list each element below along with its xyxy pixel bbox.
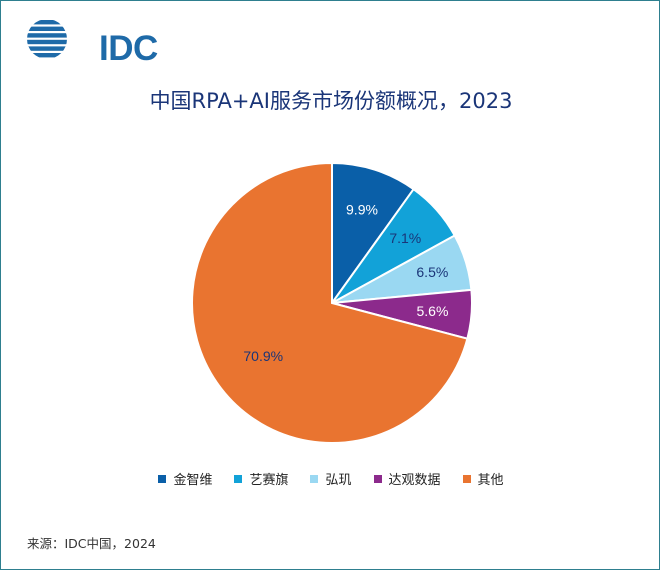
- legend-item: 金智维: [158, 469, 212, 488]
- legend-label: 达观数据: [388, 473, 441, 488]
- chart-legend: 金智维 艺赛旗 弘玑 达观数据 其他: [1, 469, 660, 488]
- legend-label: 其他: [477, 473, 504, 488]
- slice-data-label: 9.9%: [346, 202, 378, 218]
- slice-data-label: 6.5%: [416, 264, 448, 280]
- source-note: 来源：IDC中国，2024: [27, 536, 156, 551]
- globe-bar: [27, 53, 67, 58]
- legend-item: 达观数据: [373, 469, 441, 488]
- pie-slice: [191, 161, 469, 444]
- globe-icon: [27, 20, 67, 58]
- legend-swatch: [373, 474, 382, 483]
- globe-bar: [27, 46, 67, 51]
- pie-slice: [331, 161, 415, 307]
- legend-item: 其他: [462, 469, 504, 488]
- legend-swatch: [234, 474, 243, 483]
- slice-data-label: 5.6%: [417, 303, 449, 319]
- legend-label: 金智维: [173, 473, 213, 488]
- legend-label: 艺赛旗: [249, 473, 289, 488]
- globe-bar: [27, 39, 67, 45]
- legend-swatch: [158, 474, 167, 483]
- globe-bar: [27, 20, 67, 25]
- globe-bar: [27, 26, 67, 31]
- chart-title: 中国RPA+AI服务市场份额概况，2023: [149, 89, 513, 113]
- pie-chart: 9.9% 7.1% 6.5% 5.6% 70.9%: [191, 161, 473, 444]
- legend-item: 弘玑: [310, 469, 352, 488]
- logo-wordmark: IDC: [99, 29, 158, 68]
- legend-swatch: [462, 474, 471, 483]
- legend-label: 弘玑: [325, 473, 352, 488]
- idc-logo: IDC: [23, 17, 163, 68]
- slice-data-label: 70.9%: [243, 348, 283, 364]
- legend-swatch: [310, 474, 319, 483]
- globe-bar: [27, 33, 67, 38]
- legend-item: 艺赛旗: [234, 469, 288, 488]
- slice-data-label: 7.1%: [389, 230, 421, 246]
